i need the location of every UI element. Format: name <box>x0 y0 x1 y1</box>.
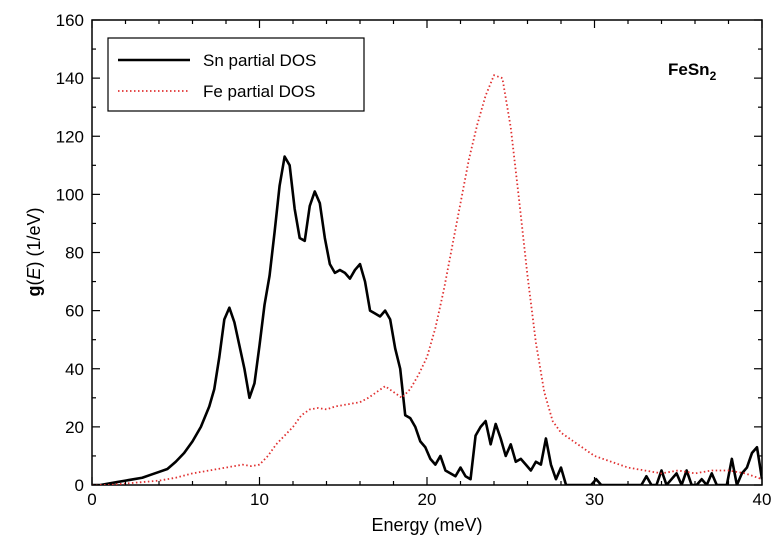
y-tick-label: 20 <box>65 418 84 437</box>
legend-label-sn: Sn partial DOS <box>203 51 316 70</box>
y-axis-title-rest: ) (1/eV) <box>24 207 44 267</box>
x-tick-label: 40 <box>753 490 772 509</box>
y-axis-title-e: E <box>24 267 44 280</box>
compound-annotation-subscript: 2 <box>710 69 717 83</box>
series-line-sn <box>92 155 762 485</box>
compound-annotation: FeSn2 <box>668 60 717 83</box>
legend-box <box>107 37 365 112</box>
y-tick-label: 140 <box>56 69 84 88</box>
legend-label-fe: Fe partial DOS <box>203 82 315 101</box>
series-line-fe <box>92 74 762 485</box>
y-tick-label: 100 <box>56 185 84 204</box>
x-axis-title: Energy (meV) <box>371 515 482 535</box>
y-tick-label: 0 <box>75 476 84 495</box>
x-tick-label: 10 <box>250 490 269 509</box>
y-tick-label: 120 <box>56 127 84 146</box>
y-tick-label: 40 <box>65 360 84 379</box>
y-axis-title-open: ( <box>24 280 44 286</box>
y-tick-label: 80 <box>65 244 84 263</box>
y-tick-label: 60 <box>65 302 84 321</box>
y-axis-title: g(E) (1/eV) <box>24 207 44 296</box>
y-tick-label: 160 <box>56 11 84 30</box>
y-axis-title-g: g <box>24 286 44 297</box>
x-tick-label: 30 <box>585 490 604 509</box>
legend: Sn partial DOS Fe partial DOS <box>107 37 365 112</box>
compound-annotation-main: FeSn <box>668 60 710 79</box>
x-tick-label: 0 <box>87 490 96 509</box>
x-tick-label: 20 <box>418 490 437 509</box>
